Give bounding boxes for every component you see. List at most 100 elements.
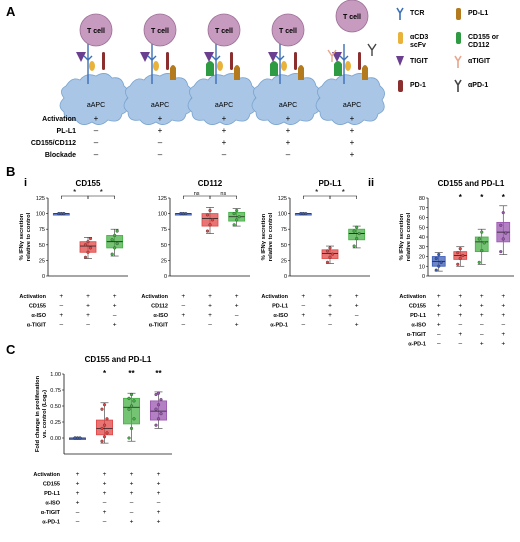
legend-item: PD-1	[398, 80, 426, 92]
tcr-fork	[211, 55, 221, 61]
data-point	[100, 426, 104, 430]
y-tick-label: 50	[161, 243, 167, 249]
box-group	[321, 245, 339, 264]
data-point	[86, 240, 90, 244]
data-point	[129, 426, 134, 430]
data-point	[127, 396, 131, 400]
y-tick-label: 50	[419, 225, 425, 231]
y-axis-label: Fold change in proliferationvs. control …	[35, 375, 48, 452]
tigit-receptor	[76, 52, 86, 62]
condition-sign: +	[437, 312, 441, 319]
condition-row-label: CD155/CD112	[31, 140, 76, 147]
tcell-shape	[207, 13, 241, 47]
condition-sign: +	[501, 331, 505, 338]
y-tick-label: 10	[419, 264, 425, 270]
cell-column: aAPC T cell	[187, 13, 257, 125]
condition-sign: +	[113, 293, 117, 300]
cd155-ligand	[206, 61, 214, 76]
data-point	[437, 253, 441, 257]
data-point	[86, 250, 90, 254]
data-point	[159, 398, 163, 402]
data-point	[83, 243, 88, 247]
legend-label: αCD3 scFv	[410, 34, 428, 49]
tcell-shape	[79, 13, 113, 47]
y-axis-label: % IFNγ secretionrelative to control	[261, 212, 274, 261]
pd1-receptor	[358, 52, 361, 70]
condition-sign: +	[328, 293, 332, 300]
atigit-antibody	[327, 49, 337, 62]
data-point	[501, 211, 505, 215]
data-point	[181, 212, 185, 216]
y-tick-label: 125	[158, 196, 167, 202]
condition-sign: +	[286, 126, 291, 135]
pd1-icon	[398, 80, 403, 92]
condition-sign: –	[113, 312, 117, 319]
condition-sign: +	[157, 471, 161, 478]
box-group	[52, 212, 70, 216]
condition-sign: +	[301, 312, 305, 319]
condition-row-label: PD-L1	[44, 491, 60, 497]
condition-sign: +	[350, 138, 355, 147]
tcr-icon	[396, 7, 404, 20]
data-point	[129, 404, 134, 408]
panel-label-bi: i	[24, 177, 27, 189]
significance-mark: *	[502, 193, 506, 202]
tcell-label: T cell	[215, 28, 233, 35]
apc-shape	[123, 73, 193, 125]
condition-sign: +	[480, 312, 484, 319]
condition-sign: +	[480, 303, 484, 310]
data-point	[232, 223, 236, 227]
condition-row-label: α-TIGIT	[41, 510, 61, 516]
data-point	[477, 237, 481, 241]
box-group	[69, 436, 87, 440]
tigit-receptor	[204, 52, 214, 62]
data-point	[88, 246, 93, 250]
data-point	[205, 229, 210, 233]
pd1-receptor	[294, 52, 297, 70]
data-point	[102, 423, 107, 427]
condition-row-label: PD-L1	[410, 313, 426, 319]
box-group	[106, 228, 124, 257]
condition-sign: +	[235, 322, 239, 329]
condition-sign: +	[181, 312, 185, 319]
y-tick-label: 40	[419, 235, 425, 241]
pdl1-ligand	[298, 65, 304, 80]
condition-sign: +	[328, 312, 332, 319]
condition-sign: +	[157, 490, 161, 497]
data-point	[458, 256, 462, 261]
data-point	[461, 253, 465, 258]
condition-row-label: PD-L1	[272, 304, 288, 310]
box-plot-b_ii: CD155 and PD-L1 0 10 20 30 40 50 60 70 80 % IFNγ s…	[399, 179, 514, 348]
data-point	[501, 237, 505, 241]
data-point	[325, 260, 330, 264]
y-tick-label: 75	[161, 227, 167, 233]
condition-sign: +	[76, 481, 80, 488]
acd3-scfv	[281, 61, 287, 71]
data-point	[355, 237, 359, 241]
significance-mark: **	[128, 369, 135, 378]
condition-row-label: α-ISO	[45, 501, 60, 507]
data-point	[434, 268, 438, 272]
tcell-label: T cell	[343, 14, 361, 21]
pd1-receptor	[102, 52, 105, 70]
data-point	[100, 407, 104, 411]
condition-sign: +	[130, 490, 134, 497]
condition-sign: +	[86, 293, 90, 300]
data-point	[437, 264, 441, 268]
condition-row-label: α-TIGIT	[27, 323, 47, 329]
condition-sign: –	[60, 322, 64, 329]
condition-sign: +	[76, 490, 80, 497]
y-tick-label: 75	[281, 227, 287, 233]
significance-mark: **	[155, 369, 162, 378]
box-group: **	[149, 369, 167, 429]
data-point	[62, 212, 66, 216]
apc-label: aAPC	[279, 102, 297, 109]
chart-title: CD155 and PD-L1	[85, 355, 152, 364]
data-point	[154, 407, 158, 411]
condition-sign: +	[350, 150, 355, 159]
data-point	[434, 256, 438, 261]
data-point	[499, 223, 503, 227]
panel-label-a: A	[6, 4, 16, 19]
y-tick-label: 60	[419, 216, 425, 222]
condition-sign: –	[158, 150, 163, 159]
